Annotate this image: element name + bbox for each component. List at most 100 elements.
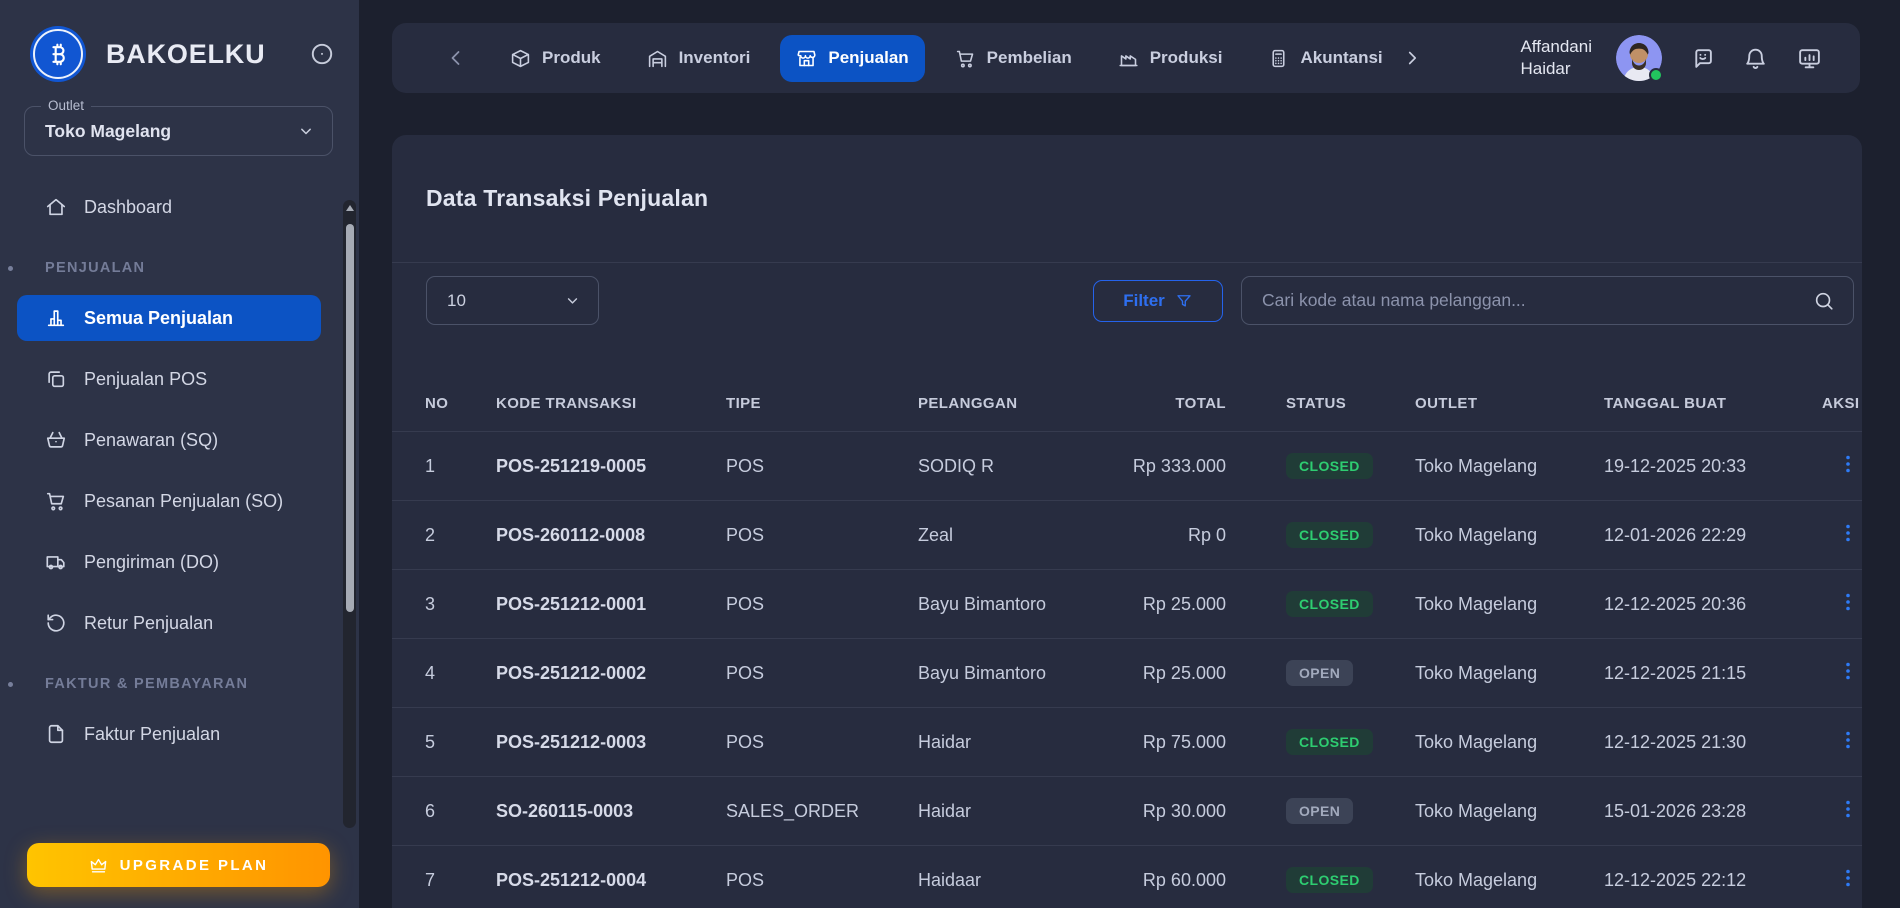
cell-pelanggan: SODIQ R [918,456,1088,477]
search-box [1241,276,1854,325]
table-row: 5 POS-251212-0003 POS Haidar Rp 75.000 C… [392,707,1862,776]
sidebar-nav: Dashboard PENJUALAN Semua Penjualan Penj… [0,156,359,843]
cell-total: Rp 25.000 [1088,594,1286,615]
row-actions-kebab-icon[interactable] [1836,521,1860,545]
monitor-icon[interactable] [1797,46,1822,71]
crown-icon [89,856,108,875]
cell-pelanggan: Bayu Bimantoro [918,594,1088,615]
page-size-select[interactable]: 10 [426,276,599,325]
cell-total: Rp 333.000 [1088,456,1286,477]
status-badge: CLOSED [1286,729,1373,755]
sidebar-item-label: Semua Penjualan [84,308,233,329]
status-badge: OPEN [1286,660,1353,686]
cell-outlet: Toko Magelang [1415,456,1604,477]
sidebar-item-label: Retur Penjualan [84,613,213,634]
page-title: Data Transaksi Penjualan [392,135,1862,212]
nav-forward-chevron-icon[interactable] [1401,47,1423,69]
cell-pelanggan: Zeal [918,525,1088,546]
table-row: 6 SO-260115-0003 SALES_ORDER Haidar Rp 3… [392,776,1862,845]
sidebar-item[interactable]: Semua Penjualan [17,295,321,341]
cell-outlet: Toko Magelang [1415,663,1604,684]
bar-chart-icon [45,307,67,329]
scrollbar-thumb[interactable] [346,224,354,612]
table-body: 1 POS-251219-0005 POS SODIQ R Rp 333.000… [392,431,1862,908]
cell-tanggal: 15-01-2026 23:28 [1604,801,1822,822]
cell-kode: POS-251212-0004 [496,870,726,891]
sidebar-item[interactable]: Retur Penjualan [17,600,321,646]
bakoelku-logo-icon [30,26,86,82]
column-header: PELANGGAN [918,395,1088,412]
filter-button[interactable]: Filter [1093,280,1223,322]
sidebar-item[interactable]: Pengiriman (DO) [17,539,321,585]
module-tab[interactable]: Produk [494,35,617,82]
row-actions-kebab-icon[interactable] [1836,866,1860,890]
chat-icon[interactable] [1689,46,1714,71]
cell-pelanggan: Haidar [918,732,1088,753]
cell-tanggal: 12-12-2025 21:30 [1604,732,1822,753]
sidebar-item-label: Penjualan POS [84,369,207,390]
status-badge: OPEN [1286,798,1353,824]
row-actions-kebab-icon[interactable] [1836,452,1860,476]
table-row: 2 POS-260112-0008 POS Zeal Rp 0 CLOSED T… [392,500,1862,569]
online-status-dot [1649,68,1663,82]
cell-tipe: POS [726,525,918,546]
cell-pelanggan: Haidaar [918,870,1088,891]
cell-no: 7 [425,870,496,891]
cart-icon [45,490,67,512]
search-input[interactable] [1262,290,1813,311]
sidebar-item[interactable]: Pesanan Penjualan (SO) [17,478,321,524]
cell-outlet: Toko Magelang [1415,801,1604,822]
sidebar-scrollbar[interactable] [343,200,356,828]
cell-no: 4 [425,663,496,684]
topbar-actions [1689,46,1822,71]
cell-total: Rp 25.000 [1088,663,1286,684]
sidebar-item-label: Pengiriman (DO) [84,552,219,573]
store-icon [796,48,817,69]
status-badge: CLOSED [1286,867,1373,893]
cart-icon [955,48,976,69]
scrollbar-up-arrow-icon[interactable] [346,205,354,211]
funnel-icon [1175,292,1193,310]
row-actions-kebab-icon[interactable] [1836,797,1860,821]
calculator-icon [1268,48,1289,69]
sidebar-item-label: Dashboard [84,197,172,218]
outlet-select[interactable]: Outlet Toko Magelang [24,106,333,156]
sidebar-item-dashboard[interactable]: Dashboard [17,184,321,230]
cell-aksi [1822,452,1862,481]
avatar[interactable] [1616,35,1662,81]
module-tab[interactable]: Penjualan [780,35,924,82]
module-tabs: Produk Inventori Penjualan Pembelian Pro… [494,35,1399,82]
cell-no: 3 [425,594,496,615]
basket-icon [45,429,67,451]
cell-pelanggan: Bayu Bimantoro [918,663,1088,684]
cell-status: CLOSED [1286,453,1415,479]
cell-aksi [1822,659,1862,688]
row-actions-kebab-icon[interactable] [1836,728,1860,752]
search-icon[interactable] [1813,290,1835,312]
cell-no: 2 [425,525,496,546]
row-actions-kebab-icon[interactable] [1836,659,1860,683]
sidebar-item[interactable]: Faktur Penjualan [17,711,321,757]
cell-kode: SO-260115-0003 [496,801,726,822]
sidebar-item[interactable]: Penawaran (SQ) [17,417,321,463]
nav-back-chevron-icon[interactable] [444,46,468,70]
cell-status: CLOSED [1286,522,1415,548]
module-tab[interactable]: Akuntansi [1252,35,1398,82]
section-bullet-icon [8,266,13,271]
cell-outlet: Toko Magelang [1415,525,1604,546]
user-name: Affandani Haidar [1520,36,1592,80]
upgrade-plan-button[interactable]: UPGRADE PLAN [27,843,330,887]
bell-icon[interactable] [1743,46,1768,71]
sidebar-item[interactable]: Penjualan POS [17,356,321,402]
topbar: Produk Inventori Penjualan Pembelian Pro… [392,23,1860,93]
cell-tipe: POS [726,456,918,477]
cell-tanggal: 12-01-2026 22:29 [1604,525,1822,546]
sidebar-collapse-icon[interactable] [309,41,335,67]
factory-icon [1118,48,1139,69]
section-bullet-icon [8,682,13,687]
module-tab[interactable]: Pembelian [939,35,1088,82]
row-actions-kebab-icon[interactable] [1836,590,1860,614]
module-tab[interactable]: Inventori [631,35,767,82]
cube-icon [510,48,531,69]
module-tab[interactable]: Produksi [1102,35,1239,82]
